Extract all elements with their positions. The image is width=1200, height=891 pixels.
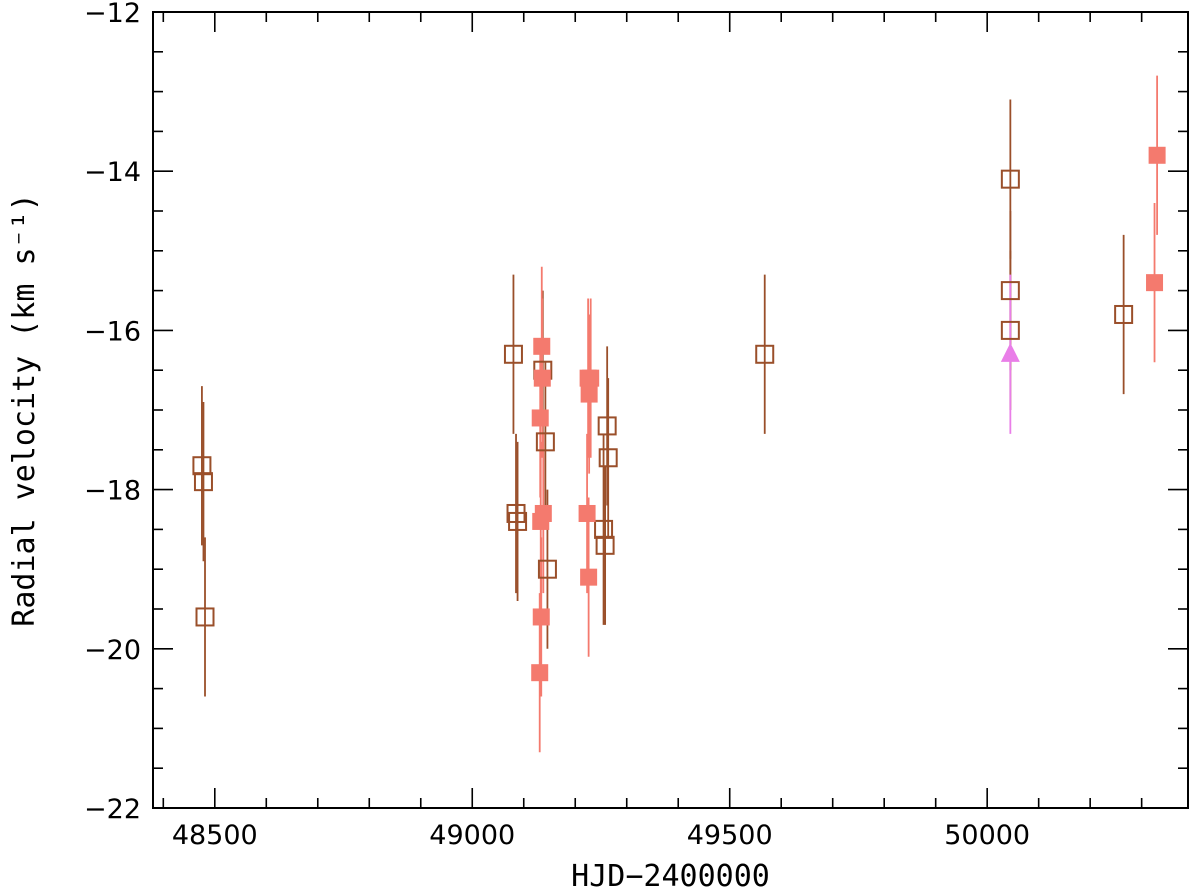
open-square-point [1114,304,1134,324]
triangle-point [1000,342,1020,362]
filled-square-point [533,369,551,387]
open-square-point [597,416,617,436]
filled-square-point [580,568,598,586]
open-square-point [598,448,618,468]
filled-square-point [1148,146,1166,164]
x-axis-label: HJD−2400000 [571,859,770,891]
open-square-point [535,432,555,452]
open-square-point [1000,281,1020,301]
filled-square-point [582,369,600,387]
y-axis-label: Radial velocity (km s⁻¹) [7,193,42,626]
open-square-point [537,559,557,579]
filled-square-point [531,664,549,682]
y-tick-label: −20 [84,635,141,666]
filled-square-point [533,337,551,355]
tick-labels: 48500 49000 49500 50000 −22 −20 −18 −16 −14 −12 [84,0,1030,851]
filled-square-point [532,512,550,530]
y-tick-label: −16 [84,316,141,347]
filled-square-point [532,608,550,626]
open-square-point [503,344,523,364]
x-tick-label: 50000 [944,820,1030,851]
open-square-point [1000,320,1020,340]
plot-frame [152,11,1189,809]
y-tick-label: −22 [84,794,141,825]
filled-square-point [580,385,598,403]
open-square-point [594,519,614,539]
filled-square-point [1146,274,1164,292]
y-tick-label: −18 [84,476,141,507]
x-tick-label: 49000 [429,820,515,851]
error-bars [201,75,1159,753]
open-square-point [755,344,775,364]
open-square-point [595,535,615,555]
axis-ticks [153,11,1188,809]
open-square-point [508,511,528,531]
filled-square-point [578,504,596,522]
filled-square-point [531,409,549,427]
x-tick-label: 49500 [687,820,773,851]
open-square-point [193,472,213,492]
open-square-point [192,456,212,476]
open-square-point [195,607,215,627]
open-square-point [1000,169,1020,189]
y-tick-label: −12 [84,0,141,29]
x-tick-label: 48500 [172,820,258,851]
data-markers [192,146,1166,682]
y-tick-label: −14 [84,157,141,188]
